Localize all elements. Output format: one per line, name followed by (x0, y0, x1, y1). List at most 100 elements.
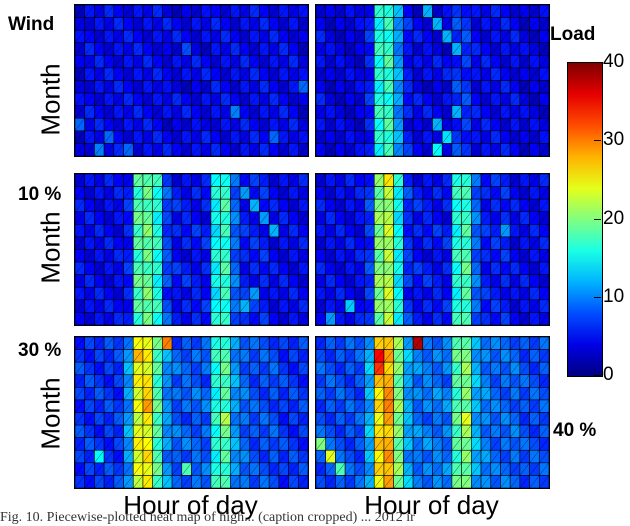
heatmap-cell-hatch (316, 362, 326, 375)
heatmap-cell-hatch (344, 42, 355, 56)
heatmap-cell-hatch (519, 475, 530, 488)
heatmap-cell-hatch (191, 30, 202, 43)
heatmap-cell-hatch (354, 174, 365, 187)
heatmap-cell-hatch (123, 105, 134, 119)
heatmap-cell-hatch (403, 274, 414, 288)
heatmap-cell-hatch (220, 55, 231, 69)
heatmap-cell-hatch (374, 387, 385, 401)
heatmap-cell-hatch (393, 312, 404, 325)
heatmap-cell-hatch (298, 287, 308, 300)
heatmap-cell-hatch (133, 118, 144, 131)
heatmap-cell-hatch (220, 105, 231, 119)
heatmap-cell-hatch (133, 349, 144, 363)
heatmap-cell-hatch (325, 118, 336, 131)
heatmap-cell-hatch (412, 274, 423, 288)
heatmap-cell-hatch (374, 412, 385, 426)
heatmap-cell-hatch (142, 130, 153, 144)
heatmap-cell-hatch (259, 374, 270, 388)
heatmap-cell-hatch (480, 55, 491, 69)
heatmap-cell-hatch (471, 349, 482, 363)
heatmap-cell-hatch (471, 211, 482, 225)
heatmap-cell-hatch (344, 424, 355, 438)
heatmap-cell-hatch (249, 349, 260, 363)
heatmap-cell-hatch (529, 475, 540, 488)
heatmap-cell-hatch (480, 437, 491, 451)
heatmap-cell-hatch (239, 349, 250, 363)
heatmap-cell-hatch (364, 118, 375, 131)
heatmap-cell-hatch (461, 199, 472, 212)
heatmap-cell-hatch (94, 475, 105, 488)
heatmap-cell-hatch (335, 174, 346, 187)
heatmap-cell-hatch (201, 249, 212, 263)
heatmap-cell-hatch (364, 475, 375, 488)
heatmap-cell-hatch (288, 450, 299, 463)
heatmap-cell-hatch (269, 424, 280, 438)
heatmap-cell-hatch (422, 67, 433, 81)
heatmap-cell-hatch (354, 261, 365, 275)
y-axis-label-row3: Month (35, 377, 66, 450)
heatmap-cell-hatch (230, 362, 241, 375)
heatmap-cell-hatch (461, 17, 472, 31)
heatmap-cell-hatch (374, 312, 385, 325)
heatmap-cell-hatch (191, 174, 202, 187)
heatmap-cell-hatch (480, 17, 491, 31)
heatmap-cell-hatch (210, 105, 221, 119)
heatmap-cell-hatch (259, 118, 270, 131)
heatmap-cell-hatch (210, 261, 221, 275)
heatmap-cell-hatch (480, 80, 491, 94)
heatmap-cell-hatch (210, 399, 221, 413)
heatmap-cell-hatch (181, 236, 192, 250)
heatmap-cell-hatch (103, 186, 114, 200)
heatmap-cell-hatch (461, 312, 472, 325)
heatmap-cell-hatch (201, 287, 212, 300)
heatmap-cell-hatch (471, 424, 482, 438)
heatmap-cell-hatch (162, 224, 173, 238)
heatmap-cell-hatch (383, 174, 394, 187)
heatmap-cell-hatch (374, 199, 385, 212)
heatmap-cell-hatch (500, 249, 511, 263)
heatmap-cell-hatch (442, 92, 453, 106)
heatmap-cell-hatch (480, 42, 491, 56)
heatmap-cell-hatch (442, 374, 453, 388)
heatmap-cell-hatch (432, 5, 443, 18)
heatmap-cell-hatch (344, 261, 355, 275)
heatmap-cell-hatch (374, 55, 385, 69)
heatmap-cell-hatch (500, 299, 511, 313)
heatmap-cell-hatch (412, 224, 423, 238)
heatmap-cell-hatch (142, 337, 153, 350)
heatmap-cell-hatch (393, 55, 404, 69)
heatmap-cell-hatch (298, 349, 308, 363)
heatmap-cell-hatch (451, 399, 462, 413)
heatmap-cell-hatch (519, 462, 530, 476)
heatmap-cell-hatch (403, 450, 414, 463)
heatmap-cell-hatch (113, 475, 124, 488)
heatmap-cell-hatch (422, 130, 433, 144)
heatmap-cell-hatch (393, 211, 404, 225)
heatmap-cell-hatch (480, 186, 491, 200)
heatmap-cell-hatch (519, 130, 530, 144)
heatmap-cell-hatch (335, 236, 346, 250)
heatmap-cell-hatch (123, 55, 134, 69)
heatmap-cell-hatch (210, 287, 221, 300)
heatmap-cell-hatch (539, 424, 549, 438)
heatmap-cell-hatch (480, 118, 491, 131)
heatmap-cell-hatch (269, 186, 280, 200)
heatmap-cell-hatch (461, 261, 472, 275)
heatmap-cell-hatch (344, 5, 355, 18)
heatmap-cell-hatch (113, 424, 124, 438)
heatmap-cell-hatch (461, 174, 472, 187)
heatmap-cell-hatch (220, 42, 231, 56)
heatmap-cell-hatch (490, 412, 501, 426)
heatmap-cell-hatch (181, 42, 192, 56)
heatmap-cell-hatch (354, 475, 365, 488)
heatmap-cell-hatch (142, 362, 153, 375)
heatmap-cell-hatch (335, 186, 346, 200)
heatmap-cell-hatch (480, 143, 491, 156)
heatmap-cell-hatch (519, 312, 530, 325)
heatmap-cell-hatch (500, 5, 511, 18)
heatmap-cell-hatch (220, 387, 231, 401)
heatmap-cell-hatch (490, 17, 501, 31)
heatmap-cell-hatch (269, 224, 280, 238)
heatmap-cell-hatch (278, 211, 289, 225)
heatmap-cell-hatch (422, 236, 433, 250)
